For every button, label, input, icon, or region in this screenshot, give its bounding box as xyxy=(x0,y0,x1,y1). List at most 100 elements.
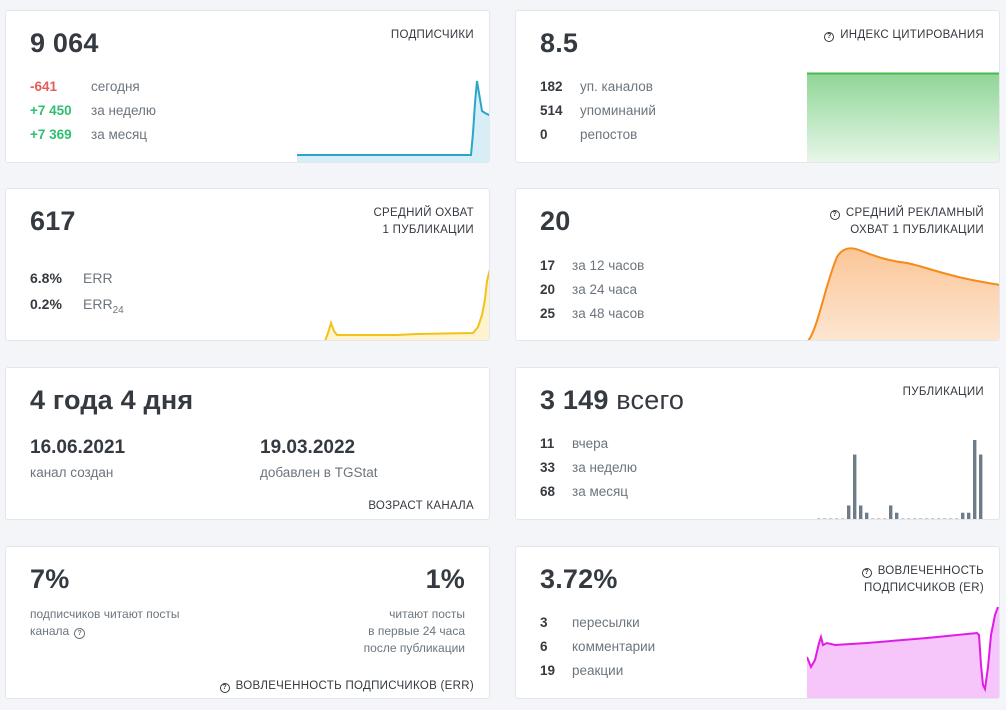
reach-title: СРЕДНИЙ ОХВАТ 1 ПУБЛИКАЦИИ xyxy=(373,207,474,236)
publications-card[interactable]: 3 149 всего ПУБЛИКАЦИИ 11 вчера 33 за неде… xyxy=(515,367,1000,520)
publications-yesterday-value: 11 xyxy=(540,436,555,451)
ad-reach-24h-label: за 24 часа xyxy=(572,282,638,297)
ad-reach-card[interactable]: 20 ? СРЕДНИЙ РЕКЛАМНЫЙ ОХВАТ 1 ПУБЛИКАЦИИ … xyxy=(515,188,1000,341)
publication-bar xyxy=(913,518,917,519)
reach-sparkline xyxy=(297,268,489,340)
reach-card[interactable]: 617 СРЕДНИЙ ОХВАТ 1 ПУБЛИКАЦИИ 6.8% ERR 0.… xyxy=(5,188,490,341)
subscribers-week-value: +7 450 xyxy=(30,103,72,118)
subscribers-total: 9 064 xyxy=(30,28,99,58)
question-circle-icon[interactable]: ? xyxy=(824,32,835,42)
publications-bar-chart xyxy=(817,440,983,519)
citation-card[interactable]: 8.5 ? ИНДЕКС ЦИТИРОВАНИЯ 182 уп. каналов 5… xyxy=(515,10,1000,163)
publications-week-row: 33 за неделю xyxy=(540,460,637,475)
age-value: 4 года 4 дня xyxy=(30,385,194,415)
publications-yesterday-row: 11 вчера xyxy=(540,436,608,451)
citation-mentions-label: упоминаний xyxy=(580,103,656,118)
publication-bar xyxy=(955,518,959,519)
citation-mentions-value: 514 xyxy=(540,103,563,118)
publications-month-row: 68 за месяц xyxy=(540,484,628,499)
publications-week-label: за неделю xyxy=(572,460,638,475)
publication-bar xyxy=(823,518,827,519)
subscribers-today-value: -641 xyxy=(30,79,58,94)
ad-reach-value: 20 xyxy=(540,206,571,236)
publication-bar xyxy=(961,512,965,519)
publication-bar xyxy=(907,518,911,519)
subscribers-week-label: за неделю xyxy=(91,103,157,118)
citation-reposts-row: 0 репостов xyxy=(540,127,637,142)
ad-reach-12h-label: за 12 часов xyxy=(572,258,645,273)
er-card[interactable]: 3.72% ? ВОВЛЕЧЕННОСТЬ ПОДПИСЧИКОВ (ER) 3 пе… xyxy=(515,546,1000,699)
subscribers-month-label: за месяц xyxy=(91,127,148,142)
ad-reach-12h-row: 17 за 12 часов xyxy=(540,258,644,273)
question-circle-icon[interactable]: ? xyxy=(861,568,872,578)
publications-yesterday-label: вчера xyxy=(572,436,609,451)
age-title: ВОЗРАСТ КАНАЛА xyxy=(368,500,474,512)
reach-err-row: 6.8% ERR xyxy=(30,270,113,286)
er-comments-value: 6 xyxy=(540,639,548,654)
er-forwards-label: пересылки xyxy=(572,615,640,630)
er-comments-label: комментарии xyxy=(572,639,656,654)
publication-bar xyxy=(859,505,863,519)
publications-month-label: за месяц xyxy=(572,484,629,499)
citation-value: 8.5 xyxy=(540,28,579,58)
err-value-total: 7% xyxy=(30,564,70,594)
publication-bar xyxy=(949,518,953,519)
question-circle-icon[interactable]: ? xyxy=(74,628,86,639)
subscribers-title: ПОДПИСЧИКИ xyxy=(390,29,474,41)
subscribers-card[interactable]: 9 064 ПОДПИСЧИКИ -641 сегодня +7 450 за не… xyxy=(5,10,490,163)
citation-reposts-value: 0 xyxy=(540,127,548,142)
publications-value: 3 149 всего xyxy=(540,385,685,415)
age-card[interactable]: 4 года 4 дня 16.06.2021 канал создан 19.… xyxy=(5,367,490,520)
publication-bar xyxy=(817,518,821,519)
ad-reach-24h-row: 20 за 24 часа xyxy=(540,282,637,297)
publication-bar xyxy=(919,518,923,519)
publication-bar xyxy=(841,518,845,519)
err-label-24h: читают посты в первые 24 часа после публик… xyxy=(363,607,465,655)
publication-bar xyxy=(895,512,899,519)
err-card[interactable]: 7% подписчиков читают посты канала? 1% чи… xyxy=(5,546,490,699)
citation-title: ? ИНДЕКС ЦИТИРОВАНИЯ xyxy=(824,27,984,44)
publication-bar xyxy=(901,518,905,519)
subscribers-week-row: +7 450 за неделю xyxy=(30,103,156,118)
er-title: ? ВОВЛЕЧЕННОСТЬ ПОДПИСЧИКОВ (ER) xyxy=(861,563,984,597)
publication-bar xyxy=(925,518,929,519)
publication-bar xyxy=(967,512,971,519)
created-date: 16.06.2021 xyxy=(30,437,126,458)
subscribers-month-value: +7 369 xyxy=(30,127,72,142)
er-sparkline xyxy=(807,606,999,698)
err-value-24h: 1% xyxy=(425,564,465,594)
publication-bar xyxy=(931,518,935,519)
citation-mentions-row: 514 упоминаний xyxy=(540,103,656,118)
citation-sparkline xyxy=(807,72,999,162)
added-label: добавлен в TGStat xyxy=(260,465,378,480)
subscribers-month-row: +7 369 за месяц xyxy=(30,127,147,142)
publication-bar xyxy=(943,518,947,519)
er-forwards-row: 3 пересылки xyxy=(540,615,640,630)
reach-err-value: 6.8% xyxy=(30,270,62,286)
er-value: 3.72% xyxy=(540,564,618,594)
subscribers-sparkline xyxy=(297,80,489,162)
ad-reach-title: ? СРЕДНИЙ РЕКЛАМНЫЙ ОХВАТ 1 ПУБЛИКАЦИИ xyxy=(829,205,984,239)
publication-bar xyxy=(847,505,851,519)
citation-reposts-label: репостов xyxy=(580,127,638,142)
reach-err24-row: 0.2% ERR24 xyxy=(30,296,124,316)
publications-title: ПУБЛИКАЦИИ xyxy=(902,386,984,398)
publication-bar xyxy=(937,518,941,519)
subscribers-today-label: сегодня xyxy=(91,79,140,94)
er-comments-row: 6 комментарии xyxy=(540,639,655,654)
er-reactions-row: 19 реакции xyxy=(540,663,623,678)
reach-err-label: ERR xyxy=(83,270,113,286)
publication-bar xyxy=(889,505,893,519)
er-forwards-value: 3 xyxy=(540,615,548,630)
question-circle-icon[interactable]: ? xyxy=(829,210,840,220)
publication-bar xyxy=(829,518,833,519)
publications-week-value: 33 xyxy=(540,460,556,475)
ad-reach-24h-value: 20 xyxy=(540,282,556,297)
publication-bar xyxy=(877,518,881,519)
publications-month-value: 68 xyxy=(540,484,556,499)
citation-channels-row: 182 уп. каналов xyxy=(540,79,653,94)
publications-unit: всего xyxy=(616,385,685,415)
err-label-total: подписчиков читают посты канала? xyxy=(30,607,180,639)
citation-channels-label: уп. каналов xyxy=(580,79,653,94)
question-circle-icon[interactable]: ? xyxy=(219,683,230,693)
